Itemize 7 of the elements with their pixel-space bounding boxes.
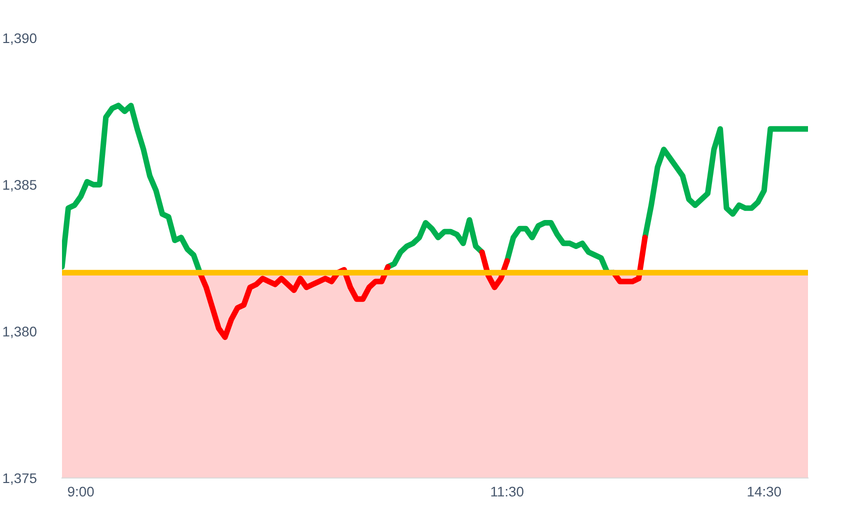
x-tick-label: 9:00 bbox=[68, 486, 94, 497]
y-tick-label: 1,375 bbox=[3, 473, 36, 485]
y-tick-label: 1,380 bbox=[3, 326, 36, 338]
y-tick-label: 1,390 bbox=[3, 33, 36, 45]
x-tick-label: 14:30 bbox=[748, 486, 781, 497]
y-tick-label: 1,385 bbox=[3, 180, 36, 192]
x-tick-label: 11:30 bbox=[491, 486, 524, 497]
